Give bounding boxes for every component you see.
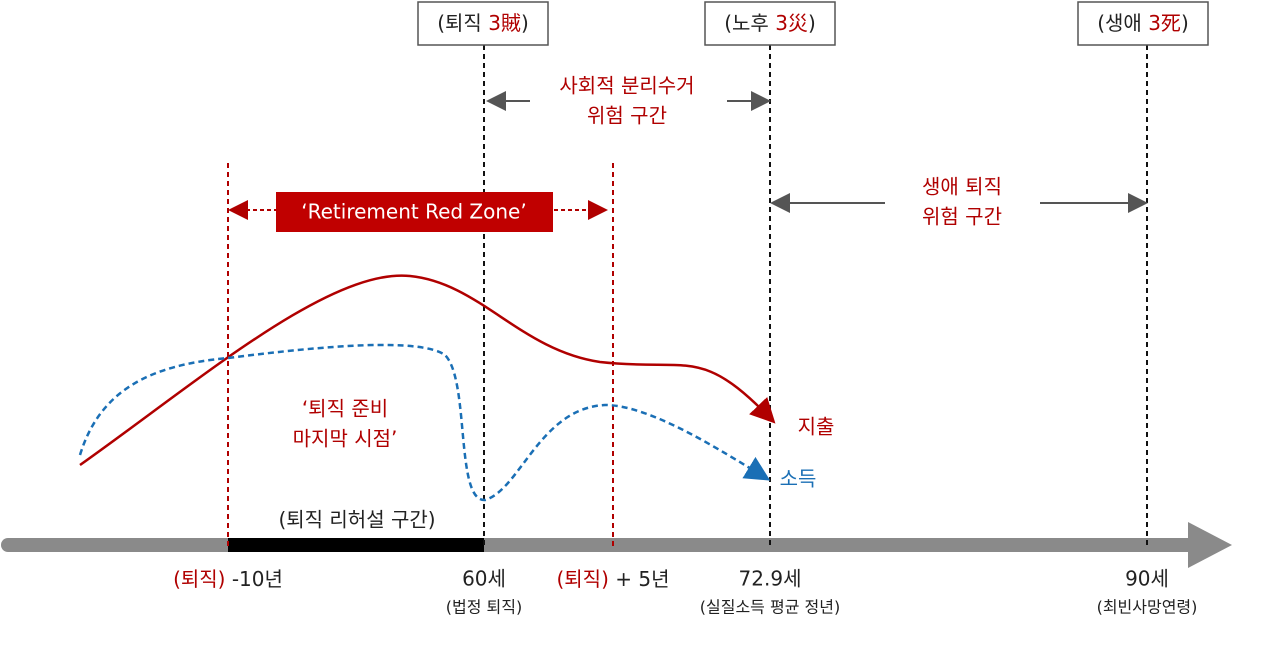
top-boxes: (퇴직 3賊) (노후 3災) (생애 3死) [417,1,1209,46]
axis-label: (퇴직) -10년 [173,567,283,591]
axis-label: 72.9세 [739,567,802,591]
red-zone-label: ‘Retirement Red Zone’ [301,200,526,224]
note: ‘퇴직 준비 [302,397,388,421]
income-curve [78,343,771,502]
spending-curve [79,274,776,467]
time-axis [1,522,1232,568]
axis-sublabel: (법정 퇴직) [446,598,522,617]
axis-label: (퇴직) + 5년 [556,567,669,591]
markers [227,45,1148,548]
red-zone-box [276,192,553,232]
zone-label: 생애 퇴직 [922,175,1002,199]
rehearsal-label: (퇴직 리허설 구간) [278,508,435,532]
box-label: (퇴직 3賊) [437,11,529,35]
curve-label: 지출 [798,415,835,439]
box-label: (생애 3死) [1097,11,1189,35]
axis-sublabel: (최빈사망연령) [1097,598,1198,617]
zone-label: 위험 구간 [587,104,667,128]
box-label: (노후 3災) [724,11,816,35]
note: 마지막 시점’ [293,427,398,451]
zone-label: 위험 구간 [922,205,1002,229]
curve-label: 소득 [780,467,817,491]
zone-label: 사회적 분리수거 [559,74,694,98]
axis-label: 90세 [1125,567,1169,591]
axis-sublabel: (실질소득 평균 정년) [700,598,840,617]
axis-label: 60세 [462,567,506,591]
